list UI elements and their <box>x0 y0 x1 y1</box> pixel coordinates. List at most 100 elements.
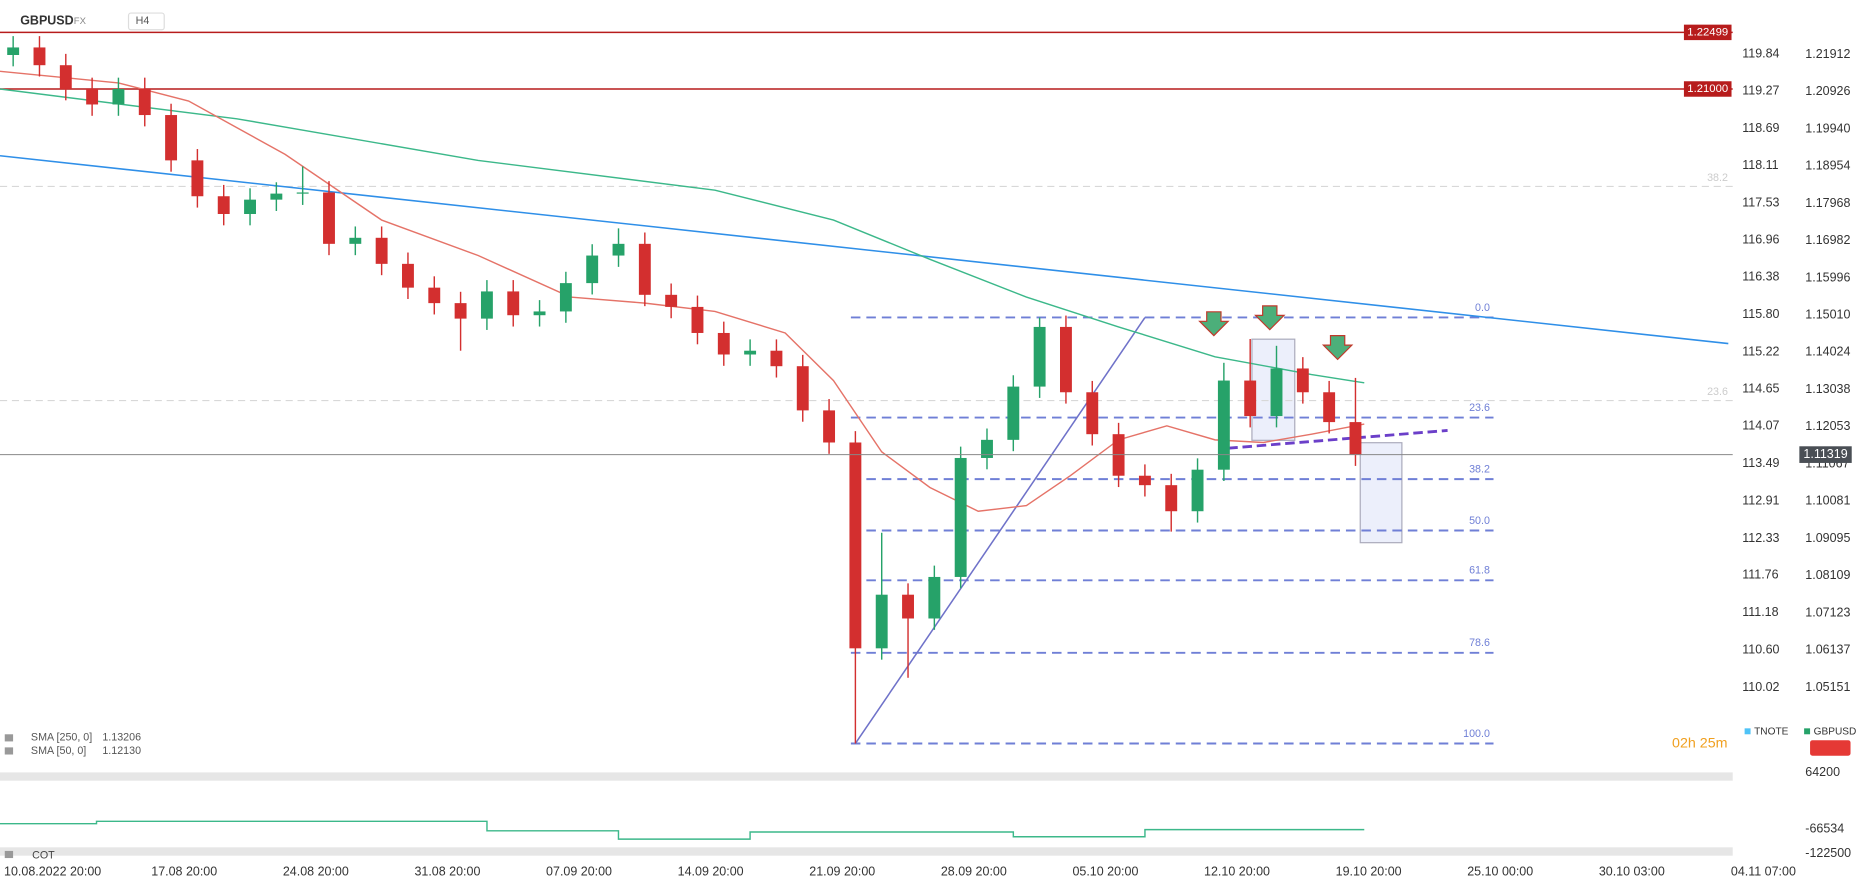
candle-body <box>1244 380 1257 417</box>
y-tick-label: 1.13038 <box>1805 382 1850 396</box>
y2-tick-label: 118.11 <box>1742 158 1778 172</box>
candle-body <box>349 237 362 244</box>
cot-icon[interactable] <box>4 850 14 859</box>
x-tick-label: 31.08 20:00 <box>414 865 480 879</box>
x-tick-label: 07.09 20:00 <box>546 865 612 879</box>
fib-label: 78.6 <box>1469 637 1490 649</box>
y-tick-label: 1.05151 <box>1805 680 1850 694</box>
candle-body <box>928 576 941 619</box>
price-tag <box>1683 24 1732 41</box>
price-tag-label: 1.21000 <box>1687 83 1728 95</box>
candle-body <box>59 65 72 89</box>
y2-tick-label: 117.53 <box>1742 196 1779 210</box>
y-tick-label: 1.17968 <box>1805 196 1850 210</box>
interval-box[interactable] <box>127 12 165 31</box>
y-tick-label: 1.15010 <box>1805 308 1850 322</box>
candle-body <box>559 283 572 312</box>
interval[interactable]: H4 <box>136 15 150 27</box>
candle-body <box>428 287 441 304</box>
fib-label: 23.6 <box>1469 402 1490 414</box>
candle-body <box>1217 380 1230 470</box>
last-price-tag <box>1799 446 1852 463</box>
y-tick-label: 1.12053 <box>1805 419 1850 433</box>
sma-line <box>0 70 1365 512</box>
y-tick-label: 1.15996 <box>1805 270 1850 284</box>
x-tick-label: 04.11 07:00 <box>1731 865 1796 879</box>
price-tag <box>1683 81 1732 97</box>
target-box <box>1359 442 1403 544</box>
candle-body <box>86 88 99 105</box>
candle-body <box>875 594 888 649</box>
x-tick-label: 25.10 00:00 <box>1467 865 1533 879</box>
candle-body <box>1138 475 1151 486</box>
legend-badge <box>1810 740 1851 756</box>
candle-body <box>586 255 599 284</box>
x-tick-label: 10.08.2022 20:00 <box>4 865 101 879</box>
y2-tick-label: 112.33 <box>1742 531 1779 545</box>
y2-tick-label: 112.91 <box>1742 494 1779 508</box>
y-tick-label: 1.14024 <box>1805 345 1850 359</box>
candle-body <box>244 199 256 214</box>
candle-body <box>217 196 230 214</box>
candle-body <box>1165 485 1178 512</box>
candle-body <box>1007 386 1020 440</box>
symbol[interactable]: GBPUSD <box>20 14 73 28</box>
y2-tick-label: 110.02 <box>1742 680 1779 694</box>
candle-body <box>1059 326 1072 393</box>
legend-swatch <box>1804 728 1811 735</box>
retracement-label: 38.2 <box>1707 172 1728 184</box>
candle-body <box>112 88 125 105</box>
sma-icon <box>4 734 14 742</box>
candle-body <box>1323 392 1336 423</box>
down-arrow <box>1321 335 1354 361</box>
y2-tick-label: 114.65 <box>1742 381 1779 395</box>
cot-line <box>0 820 1365 840</box>
candle-body <box>296 192 309 194</box>
timer: 02h 25m <box>1672 736 1728 752</box>
sma-value: 1.13206 <box>102 732 141 744</box>
trendline <box>854 317 1146 744</box>
candle-body <box>981 439 993 458</box>
candle-body <box>375 237 388 264</box>
x-tick-label: 24.08 20:00 <box>283 865 349 879</box>
candle-body <box>744 350 757 355</box>
sma-value: 1.12130 <box>102 745 141 757</box>
y-tick-label: 1.18954 <box>1805 159 1850 173</box>
scrollbar[interactable] <box>0 772 1733 781</box>
retracement-label: 23.6 <box>1707 386 1728 398</box>
candle-body <box>33 47 46 66</box>
candle-body <box>191 160 204 197</box>
sma-label: SMA [250, 0] <box>31 732 92 744</box>
y-tick-label: 1.08109 <box>1805 568 1850 582</box>
candle-body <box>402 263 414 288</box>
candle-body <box>1270 368 1283 417</box>
y-tick-label: 1.09095 <box>1805 531 1850 545</box>
y-tick-label: 1.07123 <box>1805 605 1850 619</box>
x-tick-label: 12.10 20:00 <box>1204 865 1270 879</box>
fib-label: 100.0 <box>1463 728 1490 740</box>
candle-body <box>954 457 967 577</box>
candle-body <box>480 291 493 319</box>
y2-tick-label: 115.80 <box>1742 307 1779 321</box>
candle-body <box>1033 326 1046 387</box>
y2-tick-label: 114.07 <box>1742 419 1779 433</box>
candle-body <box>849 442 862 649</box>
cot-tick-label: 64200 <box>1805 765 1840 779</box>
legend-swatch <box>1744 728 1751 735</box>
sma-line <box>0 88 1365 384</box>
candle-body <box>323 192 335 244</box>
candle-body <box>1296 368 1309 393</box>
pane-separator <box>0 847 1733 856</box>
x-tick-label: 14.09 20:00 <box>678 865 744 879</box>
candle-body <box>1086 392 1099 435</box>
y2-tick-label: 113.49 <box>1742 456 1779 470</box>
price-tag-label: 1.22499 <box>1687 26 1728 38</box>
candle-body <box>1191 469 1204 512</box>
cot-tick-label: -122500 <box>1805 846 1851 860</box>
candle-body <box>770 350 783 367</box>
y2-tick-label: 118.69 <box>1742 121 1779 135</box>
candle-body <box>533 311 546 316</box>
y-tick-label: 1.06137 <box>1805 643 1850 657</box>
candle-body <box>165 115 178 161</box>
